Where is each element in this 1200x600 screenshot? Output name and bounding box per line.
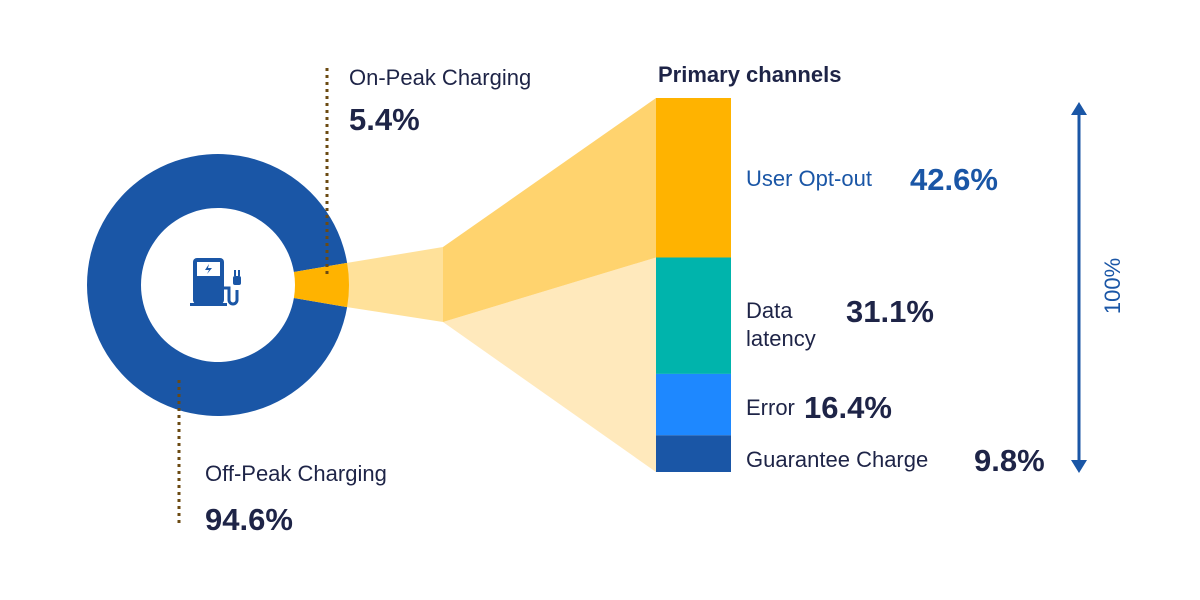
segment-value: 9.8% [974,443,1045,478]
off-peak-value: 94.6% [205,502,293,537]
pie-slice-on-peak [293,262,350,308]
donut-chart [87,154,350,416]
stacked-bar [656,98,731,472]
on-peak-label: On-Peak Charging [349,65,531,90]
bar-segment-guarantee-charge [656,435,731,472]
segment-value: 31.1% [846,294,934,329]
ev-charger-icon [190,258,241,306]
bar-segment-error [656,373,731,436]
segment-label: Data [746,298,793,323]
funnel-neck [347,247,443,322]
segment-label: latency [746,326,816,351]
funnel-lower [443,257,656,472]
segment-value: 16.4% [804,390,892,425]
segment-label: Error [746,395,795,420]
segment-label: User Opt-out [746,166,872,191]
total-label: 100% [1100,258,1125,314]
bar-title: Primary channels [658,62,841,87]
segment-value: 42.6% [910,162,998,197]
arrow-down-icon [1071,460,1087,473]
segment-label: Guarantee Charge [746,447,928,472]
funnel-upper [443,98,656,322]
on-peak-value: 5.4% [349,102,420,137]
off-peak-label: Off-Peak Charging [205,461,387,486]
pie-slice-off-peak [87,154,348,416]
connector-funnel [347,98,656,472]
bar-segment-data-latency [656,257,731,374]
arrow-up-icon [1071,102,1087,115]
bar-segment-user-opt-out [656,98,731,258]
